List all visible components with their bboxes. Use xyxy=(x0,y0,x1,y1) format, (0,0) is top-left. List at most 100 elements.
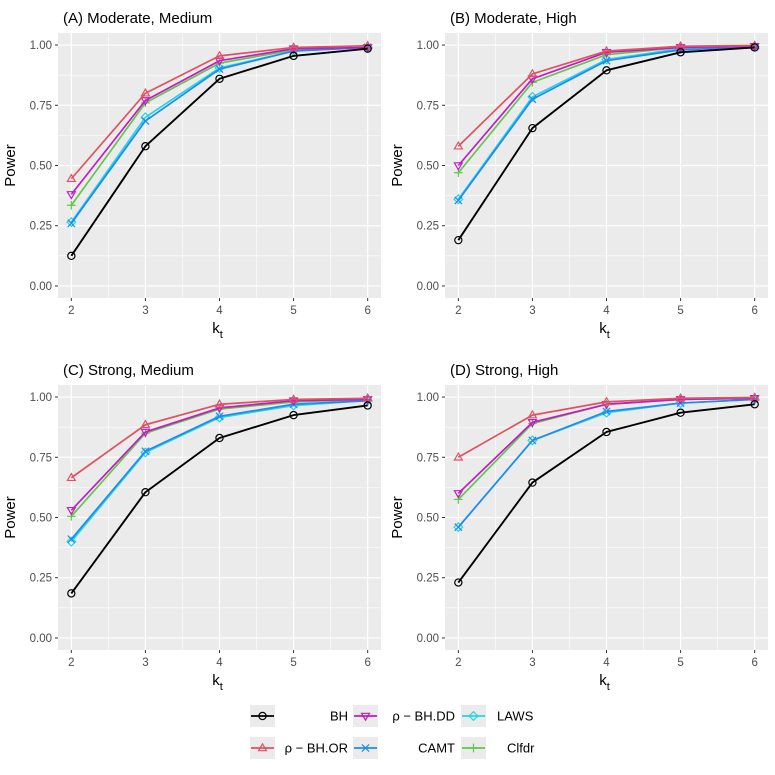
data-point-CAMT xyxy=(528,95,537,104)
data-point-rho_BH_OR xyxy=(601,396,612,406)
panel-title: (D) Strong, High xyxy=(450,362,558,379)
legend-key-marker-BH xyxy=(258,711,267,721)
data-point-rho_BH_DD xyxy=(675,44,686,53)
x-tick-label: 4 xyxy=(603,657,610,669)
y-axis-label: Power xyxy=(2,144,19,187)
data-point-CAMT xyxy=(602,407,611,416)
legend-key-marker-Clfdr xyxy=(469,743,478,753)
data-point-BH xyxy=(528,478,537,487)
y-tick-label: 0.25 xyxy=(30,573,52,585)
series-line-BH xyxy=(70,404,368,594)
data-point-BH xyxy=(141,488,150,497)
data-point-rho_BH_OR xyxy=(362,392,373,402)
data-point-CAMT xyxy=(67,535,76,544)
y-tick-label: 1.00 xyxy=(30,40,52,52)
series-BH xyxy=(454,400,759,587)
x-axis-label-main: k xyxy=(212,672,220,689)
legend-item-BH: BH xyxy=(250,705,348,727)
data-point-rho_BH_DD xyxy=(288,397,299,406)
legend-label: Clfdr xyxy=(507,741,535,756)
y-axis-label: Power xyxy=(389,144,406,187)
data-point-BH xyxy=(454,578,463,587)
data-point-rho_BH_OR xyxy=(214,398,225,408)
data-point-rho_BH_OR xyxy=(601,45,612,55)
x-tick-label: 6 xyxy=(364,657,370,669)
x-axis-label-subscript: t xyxy=(220,329,223,341)
x-tick-label: 5 xyxy=(290,657,296,669)
x-axis-label-main: k xyxy=(599,672,607,689)
x-tick-label: 3 xyxy=(142,305,148,317)
legend-item-LAWS: LAWS xyxy=(461,705,534,727)
data-point-BH xyxy=(289,410,298,420)
legend-background xyxy=(241,703,571,769)
x-tick-label: 4 xyxy=(216,305,223,317)
data-point-BH xyxy=(750,400,759,409)
data-point-BH xyxy=(676,48,685,57)
data-point-rho_BH_DD xyxy=(453,162,464,171)
data-point-rho_BH_OR xyxy=(214,50,225,60)
data-point-BH xyxy=(454,235,463,245)
panels-group: 0.00 0.25 0.50 0.75 1.00 2 3 4 5 6 (A) Moderate, M… xyxy=(2,10,768,693)
series-line-rho_BH_OR xyxy=(70,44,368,180)
y-tick-label: 0.25 xyxy=(30,221,52,233)
x-tick-label: 5 xyxy=(290,305,296,317)
chart-panel-4: 0.00 0.25 0.50 0.75 1.00 2 3 4 5 6 (D) Strong, Hig… xyxy=(389,362,768,693)
x-tick-label: 6 xyxy=(751,305,757,317)
y-tick-label: 1.00 xyxy=(30,392,52,404)
data-point-BH xyxy=(602,66,611,75)
series-line-rho_BH_DD xyxy=(70,398,368,511)
x-axis-label-subscript: t xyxy=(220,681,223,693)
legend-item-rho_BH_OR: ρ − BH.OR xyxy=(250,737,348,759)
data-point-rho_BH_DD xyxy=(527,419,538,428)
legend-item-Clfdr: Clfdr xyxy=(461,737,535,759)
x-tick-label: 2 xyxy=(68,657,74,669)
data-point-rho_BH_DD xyxy=(601,48,612,58)
legend-key-marker-LAWS xyxy=(468,710,479,722)
x-axis-label: kt xyxy=(212,672,223,693)
y-axis-label: Power xyxy=(2,496,19,539)
series-BH xyxy=(67,44,372,261)
data-point-CAMT xyxy=(528,436,537,445)
x-tick-label: 3 xyxy=(142,657,148,669)
y-tick-label: 1.00 xyxy=(417,392,439,404)
x-tick-label: 4 xyxy=(216,657,223,669)
y-tick-label: 1.00 xyxy=(417,40,439,52)
x-axis-label: kt xyxy=(599,672,610,693)
chart-panel-3: 0.00 0.25 0.50 0.75 1.00 2 3 4 5 6 (C) Strong, Med… xyxy=(2,362,381,693)
legend-item-CAMT: CAMT xyxy=(353,737,455,759)
y-tick-label: 0.25 xyxy=(417,573,439,585)
data-point-rho_BH_OR xyxy=(527,409,538,419)
series-line-rho_BH_OR xyxy=(70,397,368,479)
data-point-rho_BH_OR xyxy=(140,419,151,429)
legend-label: CAMT xyxy=(418,741,455,756)
series-rho_BH_OR xyxy=(66,392,373,482)
series-line-rho_BH_DD xyxy=(457,45,755,167)
data-point-CAMT xyxy=(215,65,224,74)
y-tick-label: 0.50 xyxy=(30,161,52,173)
data-point-BH xyxy=(363,401,372,410)
legend-label: LAWS xyxy=(497,709,534,724)
data-point-CAMT xyxy=(454,523,463,532)
series-BH xyxy=(454,43,759,245)
data-point-rho_BH_DD xyxy=(453,490,464,499)
data-point-CAMT xyxy=(602,56,611,65)
data-point-rho_BH_OR xyxy=(66,173,77,183)
legend-key-marker-rho_BH_DD xyxy=(360,712,371,722)
y-tick-label: 0.75 xyxy=(417,452,439,464)
series-line-rho_BH_DD xyxy=(70,46,368,195)
data-point-BH xyxy=(528,123,537,133)
data-point-CAMT xyxy=(454,196,463,205)
data-point-LAWS xyxy=(140,447,151,458)
x-axis-label: kt xyxy=(212,320,223,341)
data-point-BH xyxy=(363,44,372,53)
x-tick-label: 3 xyxy=(529,305,535,317)
data-point-BH xyxy=(289,51,298,61)
x-axis-label-subscript: t xyxy=(607,329,610,341)
series-line-BH xyxy=(457,403,755,584)
legend: BH ρ − BH.OR ρ − BH.DD CAMT LAWS Clfdr xyxy=(241,703,571,769)
series-line-BH xyxy=(70,47,368,257)
x-tick-label: 2 xyxy=(68,305,74,317)
y-tick-label: 0.50 xyxy=(30,513,52,525)
data-point-rho_BH_OR xyxy=(140,87,151,97)
y-tick-label: 0.00 xyxy=(30,633,52,645)
